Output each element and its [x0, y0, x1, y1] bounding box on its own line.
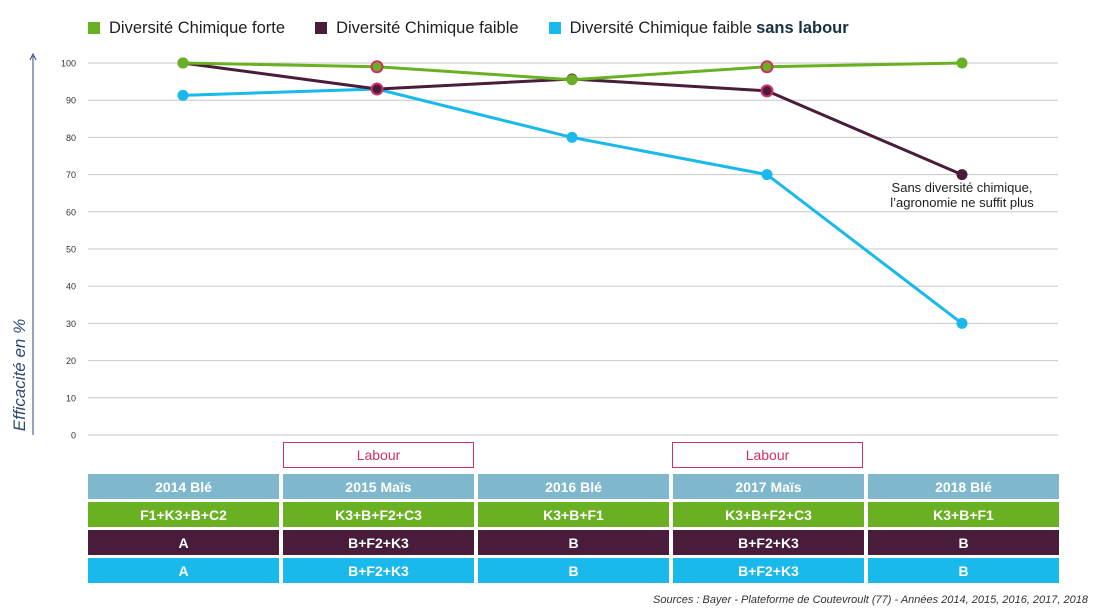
table-cell: A: [88, 530, 279, 555]
annotation-line-1: Sans diversité chimique,: [891, 180, 1033, 195]
table-row-faible: A B+F2+K3 B B+F2+K3 B: [88, 530, 1059, 555]
data-point: [956, 57, 968, 69]
legend-item-forte: Diversité Chimique forte: [88, 19, 285, 38]
table-cell: 2018 Blé: [868, 474, 1059, 499]
data-point: [956, 317, 968, 329]
y-tick-label: 70: [66, 170, 76, 180]
legend-label-sans-labour: Diversité Chimique faible: [569, 18, 753, 37]
y-tick-label: 0: [71, 431, 76, 441]
table-cell: K3+B+F2+C3: [673, 502, 864, 527]
chart-annotation: Sans diversité chimique, l’agronomie ne …: [862, 180, 1062, 210]
legend-swatch-faible: [315, 22, 328, 34]
legend-item-faible: Diversité Chimique faible: [315, 19, 519, 38]
legend-swatch-forte: [88, 22, 100, 34]
y-tick-labels: 0 10 20 30 40 50 60 70 80 90 100: [61, 59, 76, 441]
data-point: [566, 131, 578, 143]
source-note: Sources : Bayer - Plateforme de Coutevro…: [653, 594, 1088, 606]
annotation-line-2: l’agronomie ne suffit plus: [890, 195, 1034, 210]
y-tick-label: 30: [66, 319, 76, 329]
table-cell: F1+K3+B+C2: [88, 502, 279, 527]
legend-swatch-sans-labour: [548, 22, 561, 34]
table-cell: 2014 Blé: [88, 474, 279, 499]
y-tick-label: 10: [66, 393, 76, 403]
data-point: [761, 169, 773, 181]
y-axis-arrow-head: [29, 52, 37, 61]
data-point: [956, 169, 968, 181]
line-chart: 0 10 20 30 40 50 60 70 80 90 100: [29, 52, 1058, 441]
table-cell: B+F2+K3: [283, 558, 474, 583]
table-row-years: 2014 Blé 2015 Maïs 2016 Blé 2017 Maïs 20…: [88, 474, 1059, 499]
y-tick-label: 50: [66, 245, 76, 255]
y-axis-label: Efficacité en %: [10, 318, 29, 432]
table-cell: B+F2+K3: [673, 530, 864, 555]
table-cell: 2017 Maïs: [673, 474, 864, 499]
table-cell: B: [868, 530, 1059, 555]
labour-box-2015: Labour: [283, 442, 474, 468]
data-point: [760, 84, 774, 98]
table-cell: K3+B+F1: [868, 502, 1059, 527]
table-cell: K3+B+F2+C3: [283, 502, 474, 527]
y-tick-label: 100: [61, 59, 76, 69]
table-cell: A: [88, 558, 279, 583]
table-cell: 2015 Maïs: [283, 474, 474, 499]
legend-item-sans-labour: Diversité Chimique faible sans labour: [548, 18, 849, 38]
data-point: [370, 82, 384, 96]
table-cell: B+F2+K3: [283, 530, 474, 555]
labour-box-2017: Labour: [672, 442, 863, 468]
chart-points: [177, 57, 968, 329]
table-cell: K3+B+F1: [478, 502, 669, 527]
table-cell: B: [478, 558, 669, 583]
data-point: [177, 89, 189, 101]
y-tick-label: 60: [66, 207, 76, 217]
table-cell: 2016 Blé: [478, 474, 669, 499]
data-point: [370, 60, 384, 74]
chart-grid: [88, 62, 1058, 436]
table-row-sans-labour: A B+F2+K3 B B+F2+K3 B: [88, 558, 1059, 583]
legend-label-sans-labour-bold: sans labour: [756, 18, 849, 37]
table-row-forte: F1+K3+B+C2 K3+B+F2+C3 K3+B+F1 K3+B+F2+C3…: [88, 502, 1059, 527]
data-point: [177, 57, 189, 69]
y-tick-label: 40: [66, 282, 76, 292]
table-cell: B+F2+K3: [673, 558, 864, 583]
data-point: [566, 74, 578, 86]
y-tick-label: 90: [66, 96, 76, 106]
y-tick-label: 80: [66, 133, 76, 143]
table-cell: B: [868, 558, 1059, 583]
chart-legend: Diversité Chimique forte Diversité Chimi…: [88, 16, 879, 40]
chart-lines: [182, 61, 963, 325]
data-point: [760, 60, 774, 74]
legend-label-forte: Diversité Chimique forte: [109, 18, 286, 37]
table-cell: B: [478, 530, 669, 555]
legend-label-faible: Diversité Chimique faible: [336, 18, 519, 37]
y-tick-label: 20: [66, 356, 76, 366]
